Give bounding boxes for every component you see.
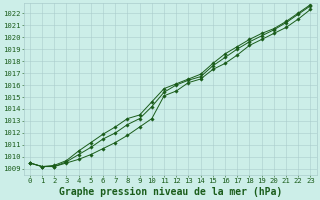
X-axis label: Graphe pression niveau de la mer (hPa): Graphe pression niveau de la mer (hPa)	[59, 186, 282, 197]
